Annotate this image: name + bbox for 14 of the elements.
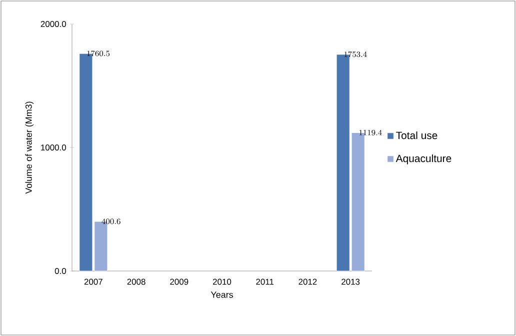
x-tick-label: 2008 bbox=[127, 278, 146, 285]
x-tick-label: 2007 bbox=[84, 278, 102, 285]
y-axis-title: Volume of water (Mm3) bbox=[25, 102, 34, 194]
x-tick-label: 2012 bbox=[298, 278, 317, 285]
x-tick-label: 2010 bbox=[213, 278, 232, 285]
y-tick-label: 2000.0 bbox=[40, 21, 66, 27]
x-tick-label: 2011 bbox=[256, 278, 274, 285]
legend-label: Aquaculture bbox=[396, 154, 452, 164]
y-tick-label: 0.0 bbox=[54, 268, 66, 274]
x-tick-label: 2013 bbox=[342, 278, 360, 285]
legend-label: Total use bbox=[396, 131, 438, 140]
x-axis-title: Years bbox=[210, 292, 233, 298]
x-tick-label: 2009 bbox=[170, 278, 188, 285]
y-tick-label: 1000.0 bbox=[41, 144, 66, 150]
